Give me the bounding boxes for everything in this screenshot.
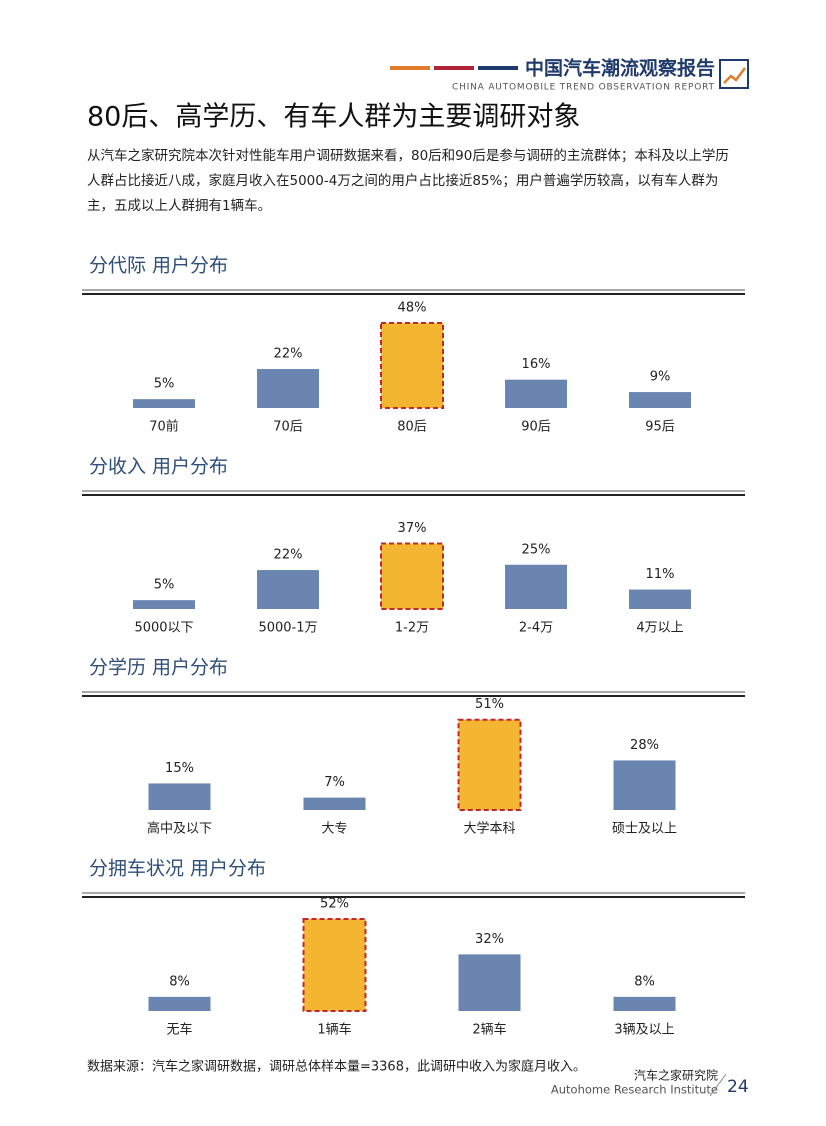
value-label: 8%: [169, 974, 190, 989]
bar: [148, 996, 211, 1011]
category-label: 1辆车: [317, 1022, 351, 1038]
category-label: 3辆及以上: [614, 1023, 674, 1038]
bar: [613, 996, 676, 1011]
section-title: 分收入 用户分布: [89, 456, 228, 478]
category-label: 硕士及以上: [612, 822, 677, 837]
category-label: 5000-1万: [258, 621, 317, 636]
value-label: 28%: [630, 738, 659, 753]
page-number: 24: [727, 1077, 749, 1097]
value-label: 8%: [634, 974, 655, 989]
footer-org-en: Autohome Research Institute: [551, 1083, 718, 1097]
bar: [257, 369, 319, 408]
value-label: 11%: [646, 567, 675, 582]
value-label: 25%: [522, 542, 551, 557]
footer-slash: [709, 1073, 727, 1097]
category-label: 1-2万: [395, 621, 429, 636]
section-title: 分拥车状况 用户分布: [89, 858, 266, 880]
value-label: 7%: [324, 775, 345, 790]
source-note: 数据来源：汽车之家调研数据，调研总体样本量=3368，此调研中收入为家庭月收入。: [87, 1059, 586, 1075]
category-label: 大学本科: [463, 821, 515, 837]
bar: [629, 392, 691, 408]
footer-org: 汽车之家研究院: [634, 1068, 718, 1083]
header-icon: [719, 59, 749, 89]
bar: [257, 570, 319, 609]
value-label: 5%: [154, 578, 175, 593]
value-label: 22%: [274, 548, 303, 563]
category-label: 4万以上: [636, 621, 683, 636]
bar: [302, 917, 367, 1013]
value-label: 16%: [522, 357, 551, 372]
value-label: 5%: [154, 377, 175, 392]
bar: [613, 760, 676, 810]
header-stripe: [434, 66, 474, 70]
bar: [148, 783, 211, 810]
category-label: 2辆车: [472, 1022, 506, 1038]
value-label: 22%: [274, 347, 303, 362]
bar: [133, 399, 195, 408]
header-stripe: [478, 66, 518, 70]
category-label: 80后: [397, 420, 427, 435]
intro-line: 人群占比接近八成，家庭月收入在5000-4万之间的用户占比接近85%；用户普遍学…: [87, 172, 718, 189]
bar: [303, 797, 366, 810]
header-title: 中国汽车潮流观察报告: [525, 57, 715, 80]
category-label: 70后: [273, 420, 303, 435]
bar: [505, 564, 567, 609]
category-label: 90后: [521, 420, 551, 435]
page-title: 80后、高学历、有车人群为主要调研对象: [87, 102, 580, 133]
header-stripe: [390, 66, 430, 70]
category-label: 70前: [149, 419, 179, 435]
bar: [505, 379, 567, 408]
value-label: 37%: [398, 521, 427, 536]
bar: [457, 718, 522, 811]
bar: [458, 954, 521, 1011]
value-label: 32%: [475, 932, 504, 947]
intro-line: 主，五成以上人群拥有1辆车。: [87, 197, 271, 214]
category-label: 95后: [645, 420, 675, 435]
category-label: 5000以下: [134, 621, 193, 636]
value-label: 9%: [650, 370, 671, 385]
intro-line: 从汽车之家研究院本次针对性能车用户调研数据来看，80后和90后是参与调研的主流群…: [87, 147, 729, 164]
category-label: 大专: [321, 822, 347, 837]
value-label: 52%: [320, 896, 349, 911]
bar: [380, 542, 444, 611]
category-label: 无车: [166, 1022, 192, 1038]
value-label: 51%: [475, 697, 504, 712]
value-label: 15%: [165, 761, 194, 776]
bar: [133, 600, 195, 609]
category-label: 2-4万: [519, 621, 553, 636]
header-subtitle: CHINA AUTOMOBILE TREND OBSERVATION REPOR…: [452, 83, 715, 93]
section-title: 分代际 用户分布: [89, 255, 228, 277]
bar: [380, 322, 444, 410]
bar: [629, 589, 691, 609]
category-label: 高中及以下: [147, 821, 212, 837]
value-label: 48%: [398, 301, 427, 316]
section-title: 分学历 用户分布: [89, 657, 228, 679]
